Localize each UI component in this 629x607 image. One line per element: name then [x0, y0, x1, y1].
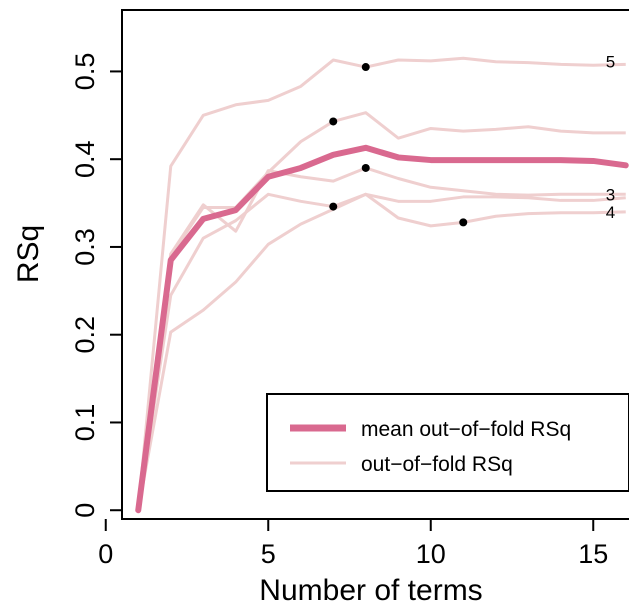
fold-3-line: [136, 166, 626, 511]
fold-4-line: [136, 192, 626, 511]
y-tick-label: 0.5: [70, 53, 100, 91]
y-axis-title: RSq: [12, 225, 45, 283]
y-tick-label: 0.2: [70, 316, 100, 354]
legend: mean out−of−fold RSq out−of−fold RSq: [266, 393, 629, 492]
fold-5-line: [136, 56, 626, 511]
legend-box: [266, 393, 629, 492]
y-tick-label: 0.4: [70, 140, 100, 178]
fold-4-best-marker: [459, 218, 468, 227]
fold-2-best-marker: [329, 202, 338, 211]
fold-4-label: 4: [606, 203, 615, 222]
fold-1-line: [136, 111, 626, 511]
fold-5-label: 5: [606, 52, 615, 71]
plot-frame: [121, 9, 629, 520]
fold-3-best-marker: [361, 163, 370, 172]
fold-1-best-marker: [329, 117, 338, 126]
legend-fold-label: out−of−fold RSq: [361, 453, 513, 476]
y-tick-label: 0.3: [70, 228, 100, 266]
x-tick-label: 5: [261, 539, 276, 569]
x-tick-label: 10: [416, 539, 446, 569]
y-tick-label: 0.1: [70, 404, 100, 442]
fold-2-line: [136, 192, 626, 511]
legend-mean-label: mean out−of−fold RSq: [361, 418, 571, 441]
y-tick-label: 0: [70, 503, 100, 518]
mean-rsq-line: [135, 144, 629, 514]
fold-3-label: 3: [606, 185, 615, 204]
fold-5-best-marker: [361, 63, 370, 72]
x-tick-label: 15: [578, 539, 608, 569]
x-tick-label: 0: [98, 539, 113, 569]
x-axis-title: Number of terms: [259, 574, 482, 607]
